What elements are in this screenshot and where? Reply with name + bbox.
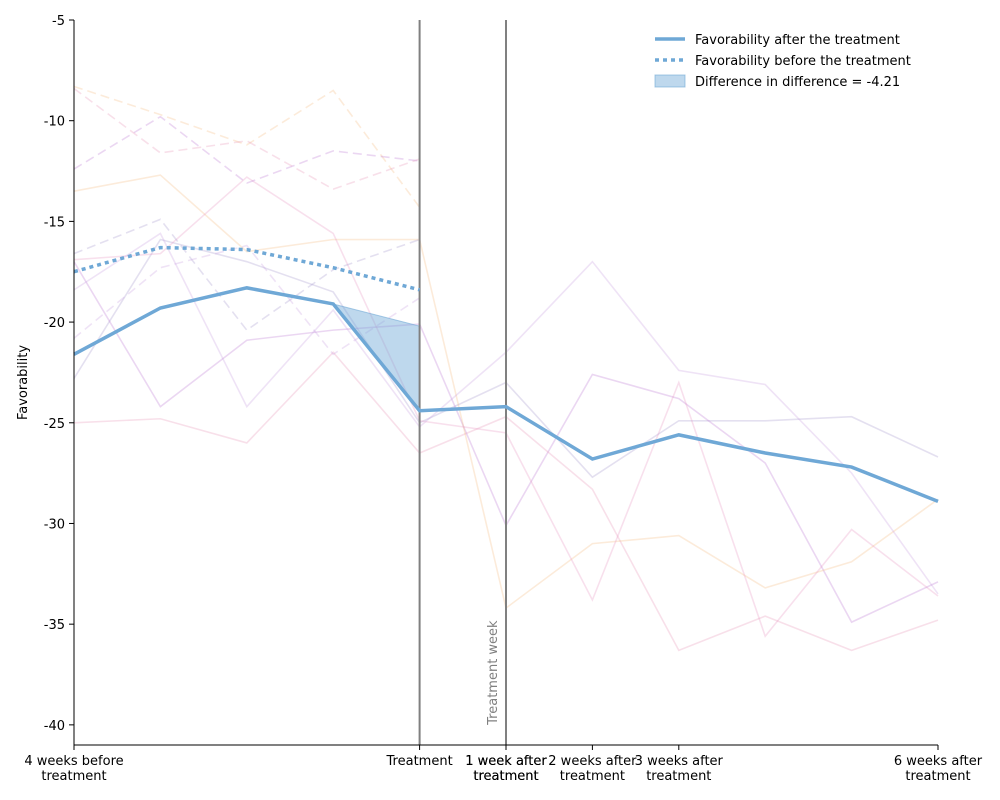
- background-line: [73, 115, 420, 185]
- series-line: [73, 245, 421, 292]
- x-tick-label: 6 weeks after treatment: [894, 754, 983, 784]
- y-tick-label: -15: [44, 215, 65, 230]
- background-line: [73, 244, 421, 356]
- x-tick-label: 1 week after treatment: [465, 754, 547, 784]
- background-line: [73, 218, 420, 332]
- y-tick-label: -40: [44, 719, 65, 734]
- y-axis-label: Favorability: [16, 345, 31, 420]
- x-tick-label: 2 weeks after treatment: [548, 754, 637, 784]
- y-tick-label: -10: [44, 115, 65, 130]
- y-tick-label: -20: [44, 316, 65, 331]
- x-tick-label: 1 week after treatment: [465, 754, 547, 784]
- y-tick-label: -25: [44, 417, 65, 432]
- background-line: [73, 85, 421, 208]
- y-tick-label: -5: [52, 14, 65, 29]
- series-line: [73, 286, 939, 503]
- x-tick-label: 3 weeks after treatment: [635, 754, 724, 784]
- legend-label: Favorability before the treatment: [695, 54, 911, 69]
- legend-label: Difference in difference = -4.21: [695, 75, 900, 90]
- background-line: [73, 87, 420, 191]
- x-tick-label: Treatment: [386, 754, 453, 769]
- legend-label: Favorability after the treatment: [695, 33, 900, 48]
- legend-swatch: [654, 74, 686, 88]
- x-tick-label: 4 weeks before treatment: [24, 754, 123, 784]
- y-tick-label: -30: [44, 517, 65, 532]
- annotation: Treatment week: [486, 620, 501, 726]
- y-tick-label: -35: [44, 618, 65, 633]
